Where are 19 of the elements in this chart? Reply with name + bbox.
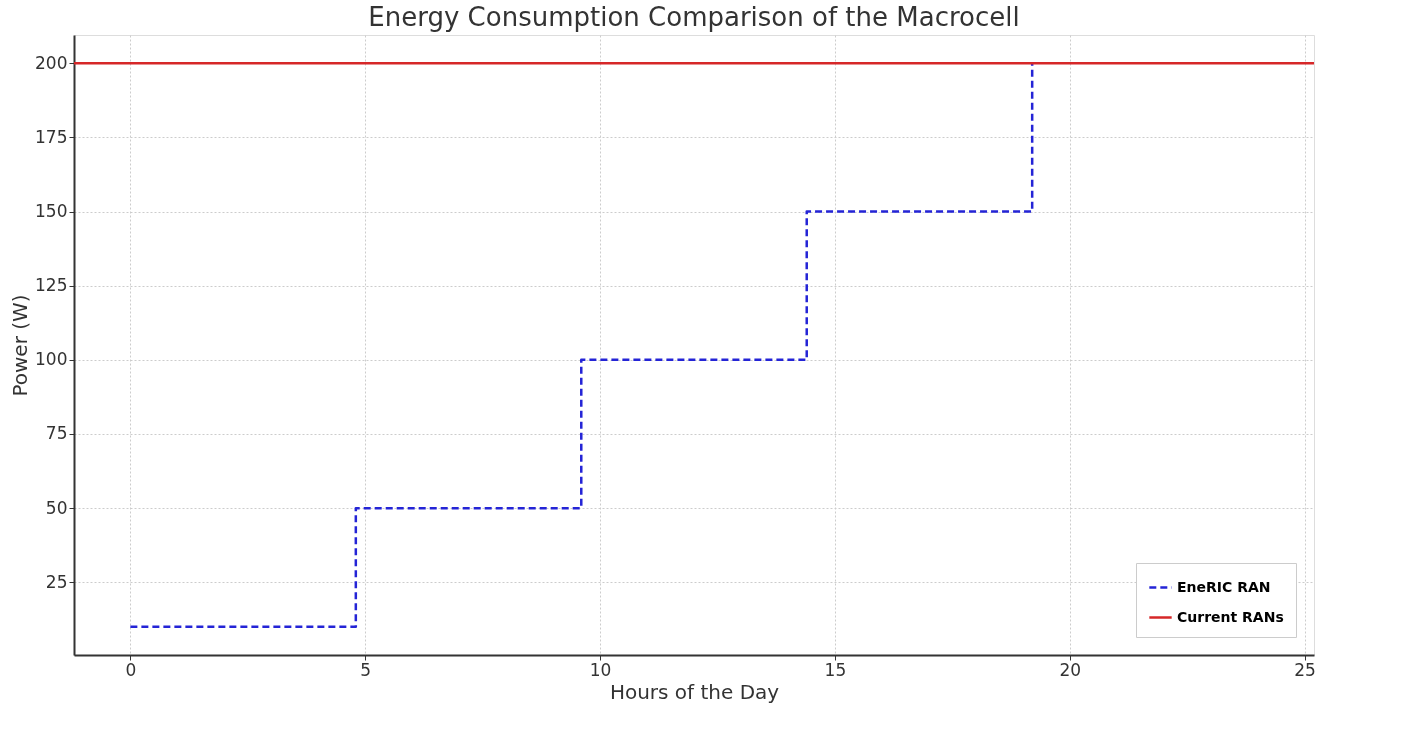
chart-title: Energy Consumption Comparison of the Macrocell: [368, 2, 1020, 32]
legend-label: Current RANs: [1177, 608, 1284, 625]
y-tick-label: 175: [35, 126, 68, 147]
y-tick-label: 25: [45, 571, 68, 592]
x-tick-label: 25: [1294, 659, 1316, 680]
x-tick-label: 5: [360, 659, 372, 680]
y-axis-title: Power (W): [8, 294, 33, 397]
y-tick-label: 150: [35, 201, 68, 222]
y-tick-label: 75: [45, 423, 68, 444]
x-tick-label: 20: [1059, 659, 1082, 680]
x-tick-label: 0: [125, 659, 137, 680]
y-tick-label: 200: [35, 52, 68, 73]
legend-label: EneRIC RAN: [1177, 578, 1271, 595]
x-tick-label: 10: [589, 659, 612, 680]
x-axis-title: Hours of the Day: [609, 679, 780, 704]
x-tick-label: 15: [824, 659, 847, 680]
y-tick-label: 50: [45, 497, 68, 518]
y-tick-label: 125: [35, 275, 68, 296]
y-tick-label: 100: [35, 349, 68, 370]
